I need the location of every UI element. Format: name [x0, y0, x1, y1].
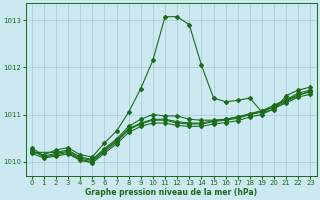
X-axis label: Graphe pression niveau de la mer (hPa): Graphe pression niveau de la mer (hPa): [85, 188, 257, 197]
